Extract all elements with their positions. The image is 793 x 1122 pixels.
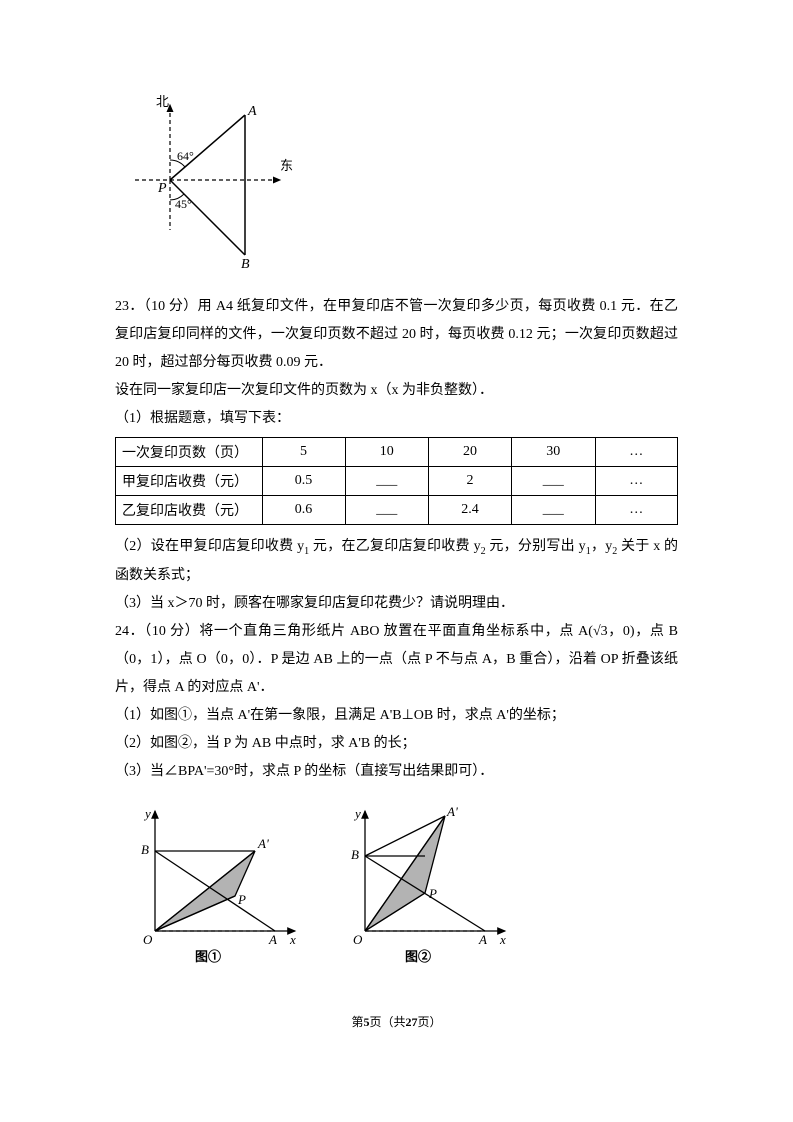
label-A: A xyxy=(247,104,257,119)
figure-2: y x O A B A' P 图② xyxy=(335,796,515,966)
footer-b: 页（共 xyxy=(369,1015,405,1029)
f2-y: y xyxy=(353,806,361,821)
q23-sub2b: 元，在乙复印店复印收费 y xyxy=(309,539,480,554)
page-footer: 第5页（共27页） xyxy=(0,1013,793,1030)
label-ang2: 45° xyxy=(175,197,192,211)
figure-1: y x O A B A' P 图① xyxy=(125,796,305,966)
q23-sub3: （3）当 x＞70 时，顾客在哪家复印店复印花费少？请说明理由． xyxy=(115,590,678,618)
table-cell: 2.4 xyxy=(429,496,512,525)
f2-B: B xyxy=(351,847,359,862)
label-B: B xyxy=(241,257,250,270)
f1-x: x xyxy=(289,932,296,947)
f1-Ap: A' xyxy=(257,836,269,851)
figure-compass-triangle: 北 东 A B P 64° 45° xyxy=(125,90,678,275)
sub-2b: 2 xyxy=(612,546,617,557)
q24-pointA: A(√3，0) xyxy=(578,624,634,639)
label-east: 东 xyxy=(280,158,293,173)
f2-A: A xyxy=(478,932,487,947)
q23-table: 一次复印页数（页）5102030…甲复印店收费（元）0.5___2___…乙复印… xyxy=(115,437,678,525)
f1-O: O xyxy=(143,932,153,947)
table-cell: 2 xyxy=(429,467,512,496)
q23-sub2d: ，y xyxy=(591,539,613,554)
q24-sub1: （1）如图①，当点 A'在第一象限，且满足 A'B⊥OB 时，求点 A'的坐标； xyxy=(115,702,678,730)
table-cell: ___ xyxy=(512,467,596,496)
table-cell: 20 xyxy=(429,438,512,467)
q23-head: 23．（10 分）用 A4 纸复印文件，在甲复印店不管一次复印多少页，每页收费 … xyxy=(115,293,678,377)
f2-x: x xyxy=(499,932,506,947)
footer-total: 27 xyxy=(406,1015,418,1029)
f1-A: A xyxy=(268,932,277,947)
f1-B: B xyxy=(141,842,149,857)
q23-sub1: （1）根据题意，填写下表： xyxy=(115,405,678,433)
q23-line2: 设在同一家复印店一次复印文件的页数为 x（x 为非负整数）． xyxy=(115,377,678,405)
table-cell: ___ xyxy=(512,496,596,525)
figure-bottom-row: y x O A B A' P 图① y xyxy=(125,796,678,966)
page-container: 北 东 A B P 64° 45° 23．（10 分）用 A4 纸复印文件，在甲… xyxy=(0,0,793,1122)
table-cell: ___ xyxy=(345,467,429,496)
table-cell: 一次复印页数（页） xyxy=(116,438,263,467)
q24-head: 24．（10 分）将一个直角三角形纸片 ABO 放置在平面直角坐标系中，点 A(… xyxy=(115,618,678,702)
footer-c: 页） xyxy=(418,1015,442,1029)
table-cell: 0.5 xyxy=(262,467,345,496)
table-cell: … xyxy=(595,438,677,467)
label-north: 北 xyxy=(156,94,169,109)
table-cell: 10 xyxy=(345,438,429,467)
label-P: P xyxy=(157,181,167,196)
f2-Ap: A' xyxy=(446,804,458,819)
f2-cap: 图② xyxy=(405,949,431,964)
q24-sub2: （2）如图②，当 P 为 AB 中点时，求 A'B 的长； xyxy=(115,730,678,758)
f1-y: y xyxy=(143,806,151,821)
f1-P: P xyxy=(237,892,246,907)
footer-a: 第 xyxy=(351,1015,363,1029)
table-cell: 甲复印店收费（元） xyxy=(116,467,263,496)
q23-sub2a: （2）设在甲复印店复印收费 y xyxy=(115,539,304,554)
table-cell: ___ xyxy=(345,496,429,525)
f2-O: O xyxy=(353,932,363,947)
q24-sub3: （3）当∠BPA'=30°时，求点 P 的坐标（直接写出结果即可）． xyxy=(115,758,678,786)
label-ang1: 64° xyxy=(177,149,194,163)
table-cell: 乙复印店收费（元） xyxy=(116,496,263,525)
table-cell: 0.6 xyxy=(262,496,345,525)
table-cell: 30 xyxy=(512,438,596,467)
q24-head-a: 24．（10 分）将一个直角三角形纸片 ABO 放置在平面直角坐标系中，点 xyxy=(115,624,578,639)
table-cell: … xyxy=(595,496,677,525)
table-cell: … xyxy=(595,467,677,496)
q23-sub2c: 元，分别写出 y xyxy=(486,539,586,554)
table-cell: 5 xyxy=(262,438,345,467)
f1-cap: 图① xyxy=(195,949,221,964)
f2-P: P xyxy=(428,886,437,901)
q23-sub2: （2）设在甲复印店复印收费 y1 元，在乙复印店复印收费 y2 元，分别写出 y… xyxy=(115,533,678,590)
